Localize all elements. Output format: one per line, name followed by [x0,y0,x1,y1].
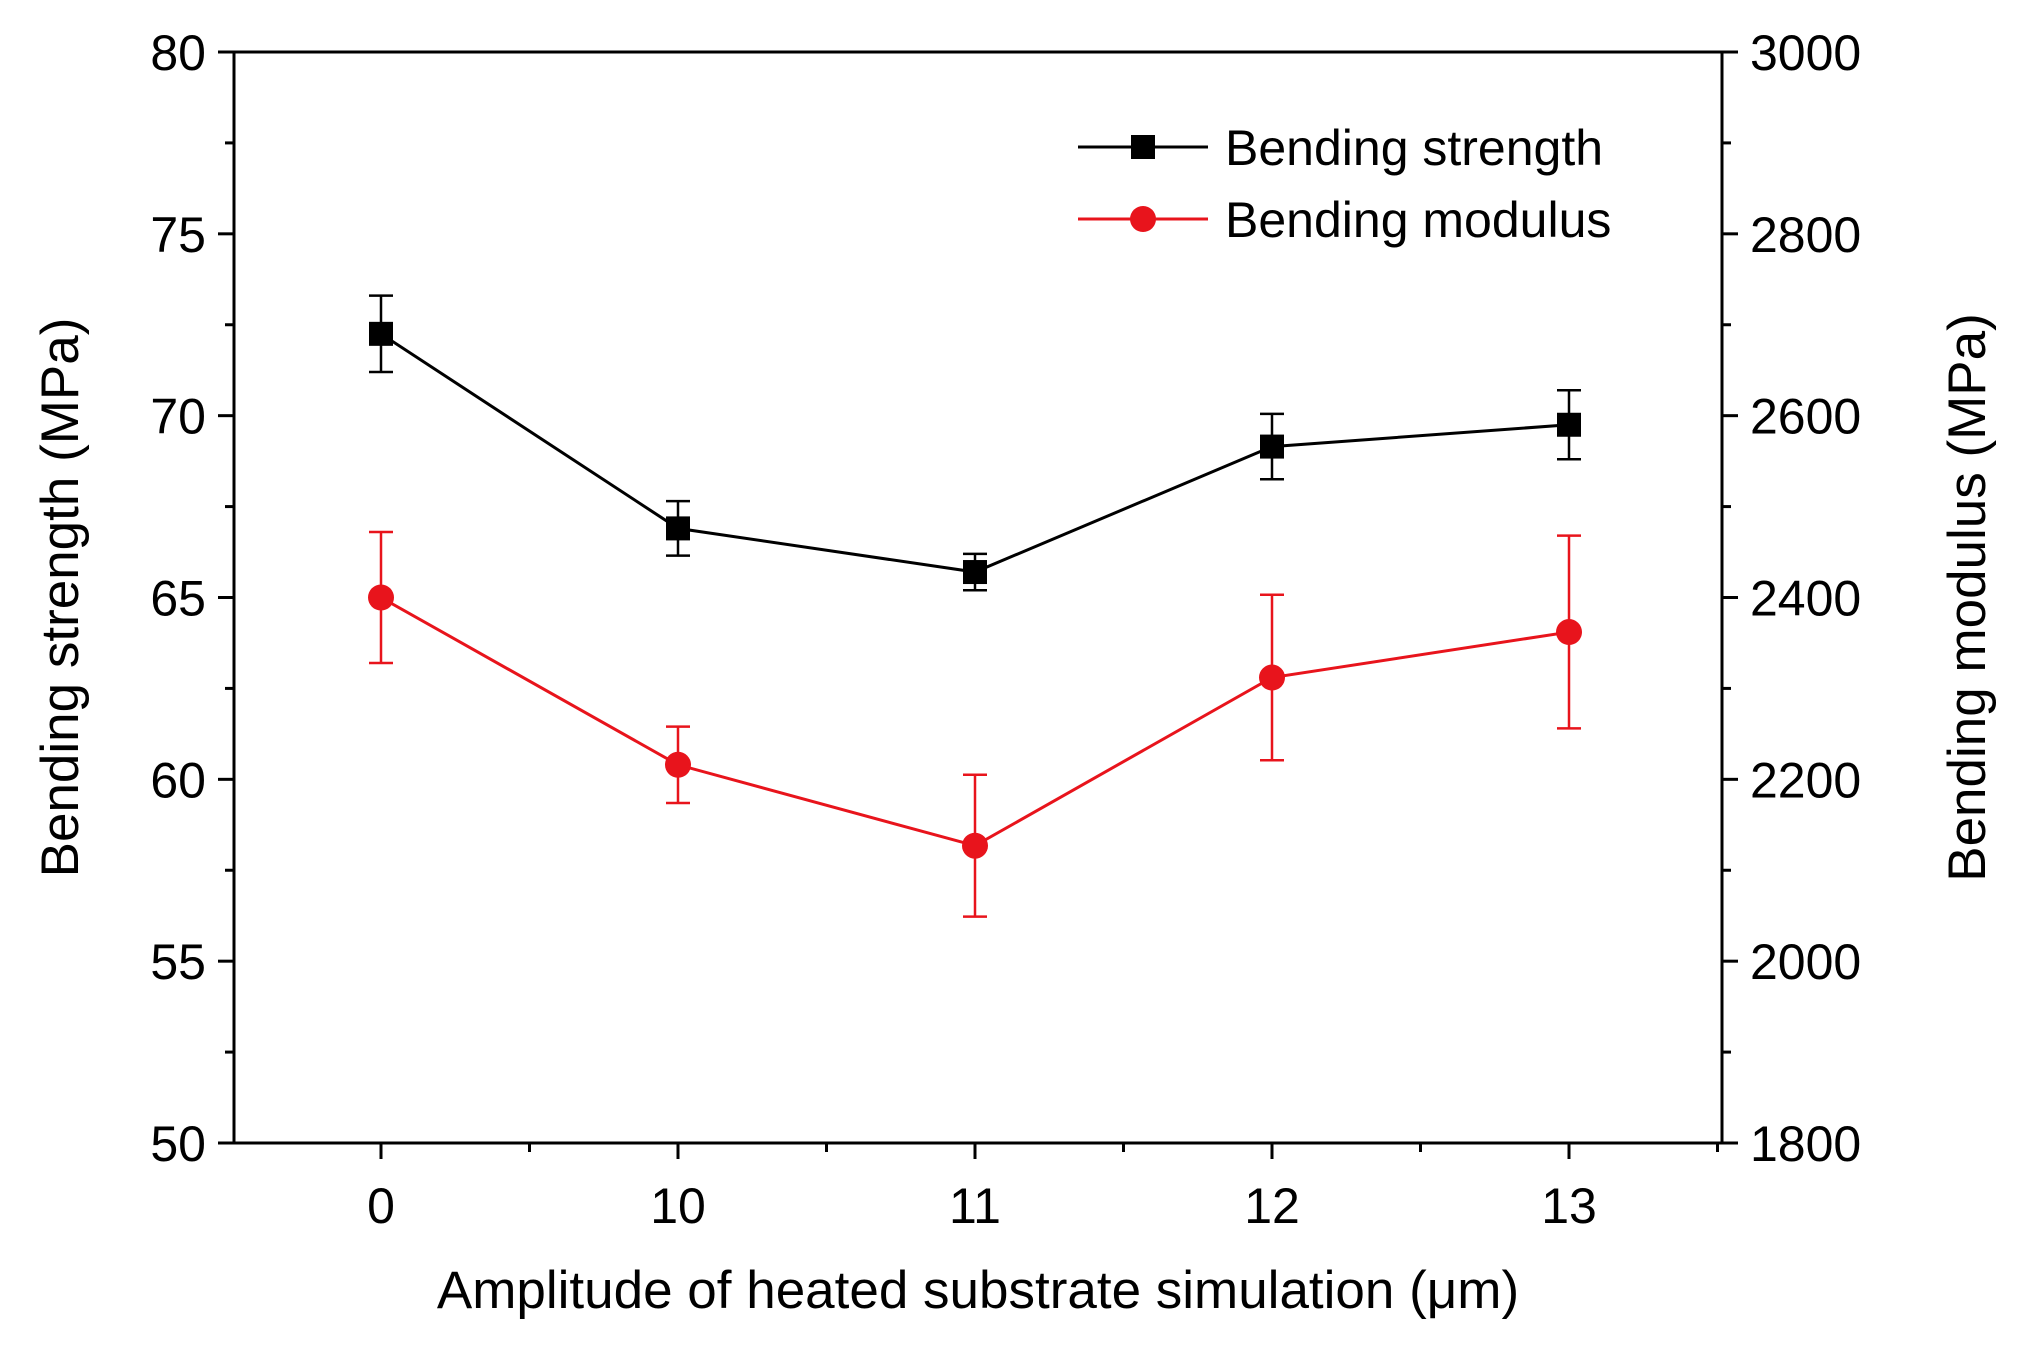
y-left-tick-label: 60 [150,752,206,808]
data-point [963,560,987,585]
y-right-tick-label: 1800 [1750,1116,1861,1172]
y-left-tick-label: 65 [150,571,206,627]
y-axis-title-left: Bending strength (MPa) [31,318,90,878]
x-tick-label: 10 [650,1178,706,1234]
legend-label: Bending strength [1225,120,1603,176]
series-bending-strength [369,294,1581,592]
y-left-tick-label: 55 [150,934,206,990]
y-left-tick-label: 75 [150,207,206,263]
data-point [1260,434,1284,459]
y-right-tick-label: 2400 [1750,571,1861,627]
x-tick-label: 11 [949,1178,1001,1234]
legend-label: Bending modulus [1225,192,1611,248]
ticks: 50 55 60 65 70 75 80 1800 2000 2200 2400 2600 2800 30… [150,25,1861,1234]
x-tick-label: 0 [367,1178,395,1234]
x-tick-label: 12 [1244,1178,1300,1234]
legend: Bending strength Bending modulus [1078,120,1611,248]
data-point [665,751,691,778]
y-axis-title-right: Bending modulus (MPa) [1938,313,1997,882]
y-left-tick-label: 80 [150,25,206,81]
data-point [962,832,988,859]
legend-marker [1130,206,1156,232]
legend-item-bending-strength: Bending strength [1078,120,1603,176]
y-left-tick-label: 50 [150,1116,206,1172]
x-axis-title: Amplitude of heated substrate simulation… [437,1261,1519,1320]
legend-item-bending-modulus: Bending modulus [1078,192,1611,248]
data-point [368,584,394,611]
y-left-tick-label: 70 [150,389,206,445]
data-point [369,321,393,346]
legend-marker [1131,135,1155,159]
series-layer [368,294,1582,918]
x-tick-label: 13 [1541,1178,1597,1234]
data-point [1259,664,1285,691]
y-right-tick-label: 2800 [1750,207,1861,263]
y-right-tick-label: 2600 [1750,389,1861,445]
y-right-tick-label: 2200 [1750,752,1861,808]
series-bending-modulus [368,530,1582,918]
y-right-tick-label: 2000 [1750,934,1861,990]
y-right-tick-label: 3000 [1750,25,1861,81]
data-point [666,516,690,541]
data-point [1557,412,1581,437]
data-point [1556,619,1582,646]
